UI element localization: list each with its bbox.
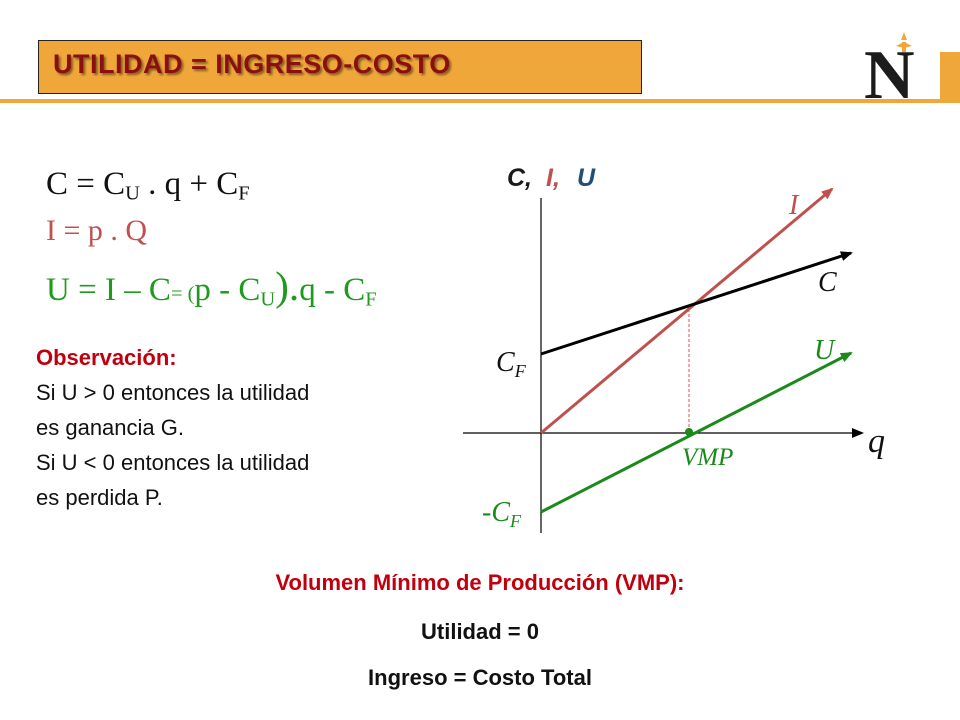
vmp-condition-income: Ingreso = Costo Total — [368, 665, 592, 690]
title-banner: UTILIDAD = INGRESO-COSTO — [38, 40, 642, 94]
income-line — [540, 187, 834, 435]
utility-formula: U = I – C= (p - CU).q - CF — [46, 263, 377, 311]
header-rule — [0, 99, 960, 103]
vmp-heading: Volumen Mínimo de Producción (VMP): — [275, 570, 685, 595]
vmp-condition-utility: Utilidad = 0 — [421, 619, 539, 644]
observation-line: Si U > 0 entonces la utilidad — [36, 380, 310, 405]
page-title: UTILIDAD = INGRESO-COSTO — [53, 49, 451, 79]
y-axis-label-i: I, — [546, 164, 560, 192]
logo-accent-bar — [940, 52, 960, 100]
y-axis-label-c: C, — [507, 164, 532, 192]
cf-label: CF — [496, 347, 527, 381]
cost-line-label: C — [818, 267, 837, 298]
income-line-label: I — [788, 190, 800, 221]
utility-line-label: U — [814, 335, 836, 366]
observation-block: Observación: Si U > 0 entonces la utilid… — [36, 340, 406, 515]
observation-title: Observación: — [36, 345, 177, 370]
neg-cf-label: -CF — [482, 497, 522, 531]
observation-line: es perdida P. — [36, 485, 163, 510]
x-axis-label: q — [868, 423, 885, 460]
cost-formula: C = CU . q + CF — [46, 166, 250, 205]
observation-line: Si U < 0 entonces la utilidad — [36, 450, 310, 475]
cost-line — [540, 251, 853, 356]
vmp-point — [685, 428, 693, 436]
logo-letter: N — [864, 37, 915, 104]
vmp-label: VMP — [682, 444, 733, 471]
observation-line: es ganancia G. — [36, 415, 184, 440]
logo-icon: N — [864, 32, 915, 104]
utility-line — [540, 351, 853, 514]
income-formula: I = p . Q — [46, 214, 148, 247]
y-axis-label-u: U — [577, 164, 596, 192]
